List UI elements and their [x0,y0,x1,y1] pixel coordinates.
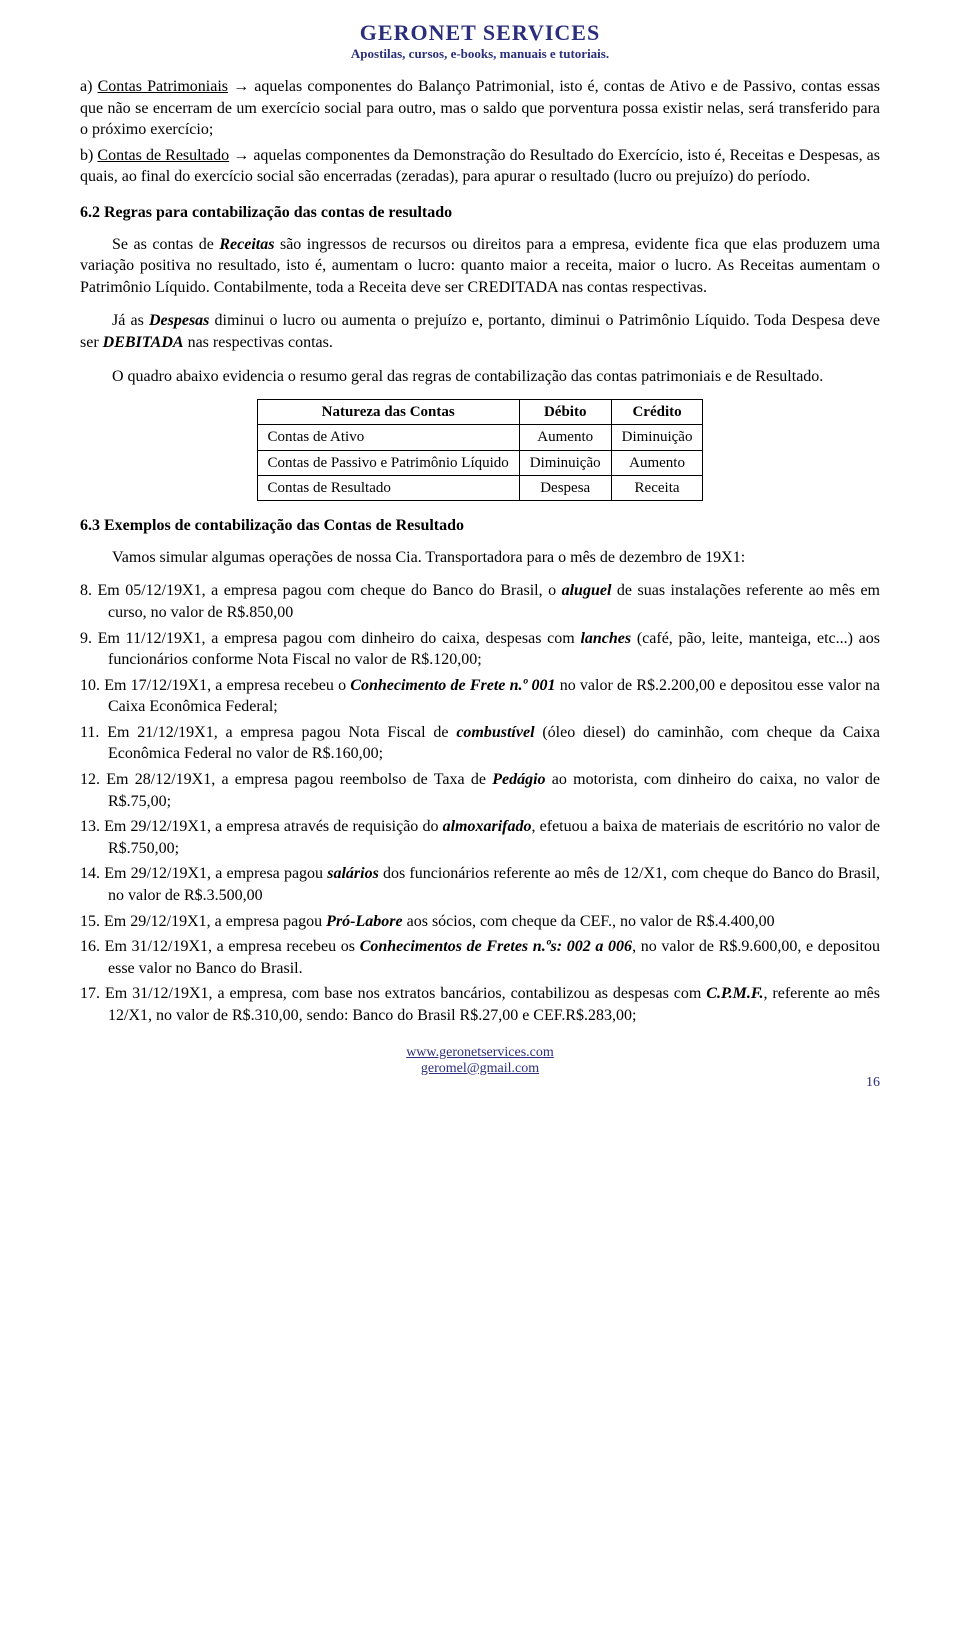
section-6-2-para-3: O quadro abaixo evidencia o resumo geral… [80,366,880,388]
text-span: Em 29/12/19X1, a empresa pagou [104,913,326,930]
definition-list: a) Contas Patrimoniais → aquelas compone… [80,76,880,188]
emph-term: lanches [580,630,631,647]
section-6-2-para-2: Já as Despesas diminui o lucro ou aument… [80,310,880,353]
text-span: Em 29/12/19X1, a empresa pagou [104,865,327,882]
table-cell: Contas de Resultado [257,475,519,500]
list-item: 9. Em 11/12/19X1, a empresa pagou com di… [80,628,880,671]
list-item: 17. Em 31/12/19X1, a empresa, com base n… [80,983,880,1026]
list-item: 15. Em 29/12/19X1, a empresa pagou Pró-L… [80,911,880,933]
table-row: Contas de Passivo e Patrimônio LíquidoDi… [257,450,703,475]
table-cell: Diminuição [519,450,611,475]
list-marker: 14. [80,865,104,882]
table-row: Contas de ResultadoDespesaReceita [257,475,703,500]
item-a-label: a) [80,78,98,95]
page-footer: www.geronetservices.com geromel@gmail.co… [80,1045,880,1077]
table-header: Débito [519,400,611,425]
definition-item-b: b) Contas de Resultado → aquelas compone… [80,145,880,188]
text-span: Em 31/12/19X1, a empresa recebeu os [105,938,360,955]
table-cell: Aumento [519,425,611,450]
list-marker: 8. [80,582,98,599]
list-marker: 9. [80,630,98,647]
emph-term: Pedágio [492,771,545,788]
list-item: 13. Em 29/12/19X1, a empresa através de … [80,816,880,859]
table-cell: Contas de Ativo [257,425,519,450]
list-marker: 17. [80,985,105,1002]
list-item: 10. Em 17/12/19X1, a empresa recebeu o C… [80,675,880,718]
table-cell: Receita [611,475,703,500]
list-item: 12. Em 28/12/19X1, a empresa pagou reemb… [80,769,880,812]
doc-header-subtitle: Apostilas, cursos, e-books, manuais e tu… [80,46,880,62]
table-header: Crédito [611,400,703,425]
text-span: Em 29/12/19X1, a empresa através de requ… [104,818,442,835]
text-span: Em 05/12/19X1, a empresa pagou com chequ… [98,582,562,599]
text-span: Já as [112,312,149,329]
numbered-list: 8. Em 05/12/19X1, a empresa pagou com ch… [80,580,880,1026]
emph-term: aluguel [562,582,612,599]
list-item: 11. Em 21/12/19X1, a empresa pagou Nota … [80,722,880,765]
list-marker: 13. [80,818,104,835]
emph-despesas: Despesas [149,312,209,329]
definition-item-a: a) Contas Patrimoniais → aquelas compone… [80,76,880,141]
emph-debitada: DEBITADA [103,334,184,351]
text-span: Em 17/12/19X1, a empresa recebeu o [104,677,350,694]
list-marker: 12. [80,771,106,788]
section-6-2-title: 6.2 Regras para contabilização das conta… [80,202,880,224]
text-span: Em 31/12/19X1, a empresa, com base nos e… [105,985,706,1002]
table-header-row: Natureza das Contas Débito Crédito [257,400,703,425]
list-marker: 15. [80,913,104,930]
list-item: 14. Em 29/12/19X1, a empresa pagou salár… [80,863,880,906]
list-item: 16. Em 31/12/19X1, a empresa recebeu os … [80,936,880,979]
list-marker: 10. [80,677,104,694]
list-item: 8. Em 05/12/19X1, a empresa pagou com ch… [80,580,880,623]
emph-term: Conhecimentos de Fretes n.ºs: 002 a 006 [360,938,632,955]
section-6-3-title: 6.3 Exemplos de contabilização das Conta… [80,515,880,537]
text-span: nas respectivas contas. [184,334,333,351]
emph-receitas: Receitas [219,236,274,253]
text-span: Em 11/12/19X1, a empresa pagou com dinhe… [98,630,581,647]
footer-url[interactable]: www.geronetservices.com [406,1045,554,1060]
emph-term: almoxarifado [443,818,532,835]
page-number: 16 [866,1075,880,1091]
section-6-2-para-1: Se as contas de Receitas são ingressos d… [80,234,880,299]
item-b-term: Contas de Resultado [97,147,229,164]
text-span: aos sócios, com cheque da CEF., no valor… [403,913,775,930]
emph-term: Conhecimento de Frete n.º 001 [350,677,555,694]
emph-term: C.P.M.F. [706,985,763,1002]
table-cell: Contas de Passivo e Patrimônio Líquido [257,450,519,475]
list-marker: 16. [80,938,105,955]
table-cell: Diminuição [611,425,703,450]
item-a-term: Contas Patrimoniais [98,78,228,95]
list-marker: 11. [80,724,107,741]
table-row: Contas de AtivoAumentoDiminuição [257,425,703,450]
rules-table: Natureza das Contas Débito Crédito Conta… [257,399,704,501]
table-cell: Aumento [611,450,703,475]
emph-term: combustível [456,724,534,741]
table-cell: Despesa [519,475,611,500]
footer-mail[interactable]: geromel@gmail.com [421,1061,539,1076]
table-header: Natureza das Contas [257,400,519,425]
emph-term: Pró-Labore [326,913,402,930]
doc-header-title: GERONET SERVICES [80,20,880,46]
text-span: Em 21/12/19X1, a empresa pagou Nota Fisc… [107,724,456,741]
section-6-3-para-1: Vamos simular algumas operações de nossa… [80,547,880,569]
text-span: Se as contas de [112,236,219,253]
emph-term: salários [327,865,379,882]
item-b-label: b) [80,147,97,164]
text-span: Em 28/12/19X1, a empresa pagou reembolso… [106,771,492,788]
